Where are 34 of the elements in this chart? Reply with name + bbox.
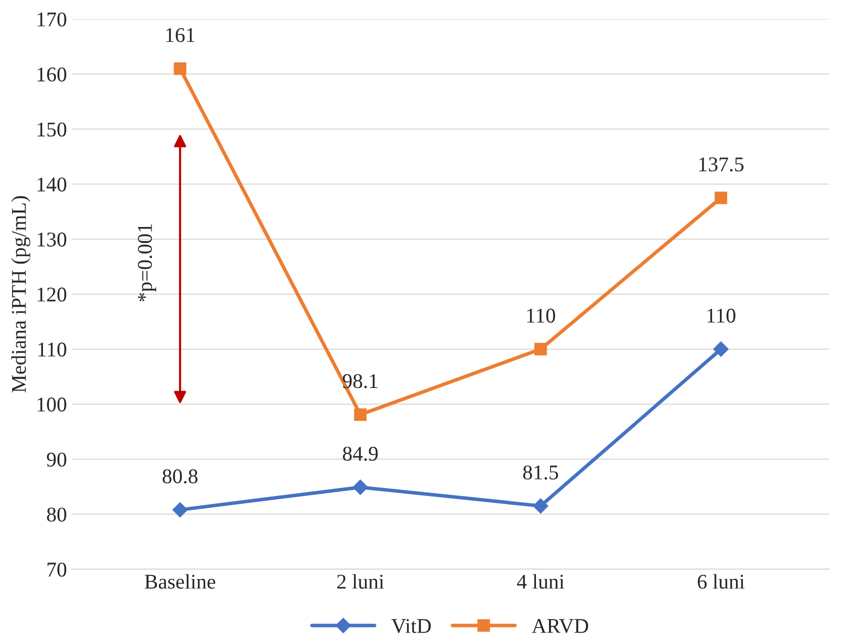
point (713, 342, 728, 357)
data-label: 80.8 (162, 469, 198, 484)
point (533, 498, 548, 514)
y-tick-label: 160 (38, 67, 66, 82)
point (534, 342, 547, 356)
data-label: 110 (527, 308, 556, 323)
data-label: 137.5 (699, 157, 744, 172)
data-label: 81.5 (523, 465, 558, 480)
point (172, 502, 188, 518)
annotation: *p=0.001 (138, 224, 156, 302)
y-tick-label: 130 (38, 232, 66, 247)
x-tick-label: 6 luni (698, 574, 745, 589)
y-tick-label: 120 (38, 288, 66, 302)
y-tick-label: 80 (47, 508, 66, 522)
x-tick-label: 4 luni (517, 574, 564, 589)
data-label: 161 (166, 28, 194, 42)
data-label: 84.9 (342, 446, 378, 461)
x-tick-label: Baseline (144, 574, 216, 589)
x-tick-label: 2 luni (337, 574, 384, 589)
y-tick-label: 70 (48, 562, 66, 577)
point (714, 192, 728, 204)
y-tick-label: 150 (38, 122, 66, 137)
point (352, 480, 368, 495)
legend-label: VitD (391, 619, 431, 634)
y-axis-title: Mediana iPTH (pg/mL) (11, 196, 30, 392)
y-tick-label: 100 (38, 398, 66, 412)
legend-label: ARVD (532, 619, 588, 634)
data-label: 110 (708, 308, 736, 323)
point (174, 62, 186, 75)
y-tick-label: 110 (38, 342, 66, 357)
point (354, 408, 367, 421)
y-tick-label: 140 (38, 177, 66, 192)
y-tick-label: 170 (38, 12, 66, 27)
y-tick-label: 90 (46, 452, 66, 467)
